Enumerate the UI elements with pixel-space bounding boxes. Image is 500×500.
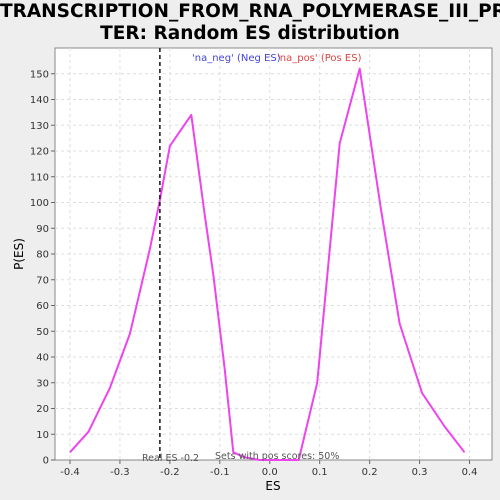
x-tick-label: 0.0 xyxy=(262,467,278,478)
x-tick-label: 0.4 xyxy=(462,467,478,478)
pos-score-annotation: Sets with pos scores: 50% xyxy=(215,451,339,462)
y-tick-label: 90 xyxy=(36,224,49,235)
chart-title: TRANSCRIPTION_FROM_RNA_POLYMERASE_III_PR… xyxy=(0,1,500,45)
y-axis-label: P(ES) xyxy=(12,238,26,270)
y-tick-label: 120 xyxy=(30,147,49,158)
x-axis-ticks: -0.4 -0.3 -0.2 -0.1 0.0 0.1 0.2 0.3 0.4 xyxy=(60,460,477,478)
x-tick-label: -0.3 xyxy=(110,467,130,478)
grid xyxy=(55,48,492,460)
y-tick-label: 80 xyxy=(36,250,49,261)
x-axis-label: ES xyxy=(265,479,280,493)
x-tick-label: 0.1 xyxy=(312,467,328,478)
legend-pos: 'na_pos' (Pos ES) xyxy=(277,53,362,64)
x-tick-label: 0.3 xyxy=(412,467,428,478)
x-tick-label: 0.2 xyxy=(362,467,378,478)
y-tick-label: 20 xyxy=(36,404,49,415)
y-axis-ticks: 0 10 20 30 40 50 60 70 80 90 100 110 120 130 140 150 xyxy=(30,69,55,467)
y-tick-label: 10 xyxy=(36,430,49,441)
y-tick-label: 70 xyxy=(36,275,49,286)
x-tick-label: -0.1 xyxy=(210,467,230,478)
chart-title-line-2: TER: Random ES distribution xyxy=(100,23,400,44)
y-tick-label: 130 xyxy=(30,121,49,132)
y-tick-label: 140 xyxy=(30,95,49,106)
x-tick-label: -0.4 xyxy=(60,467,80,478)
series-layer xyxy=(69,67,466,461)
y-tick-label: 110 xyxy=(30,172,49,183)
real-es-label: Real ES -0.2 xyxy=(142,453,199,464)
es-distribution-line xyxy=(69,67,466,461)
chart-title-line-1: TRANSCRIPTION_FROM_RNA_POLYMERASE_III_PR… xyxy=(0,1,500,22)
x-tick-label: -0.2 xyxy=(160,467,180,478)
y-tick-label: 30 xyxy=(36,378,49,389)
y-tick-label: 40 xyxy=(36,353,49,364)
y-tick-label: 60 xyxy=(36,301,49,312)
y-tick-label: 50 xyxy=(36,327,49,338)
legend-neg: 'na_neg' (Neg ES) xyxy=(192,53,281,64)
y-tick-label: 0 xyxy=(43,456,49,467)
y-tick-label: 100 xyxy=(30,198,49,209)
y-tick-label: 150 xyxy=(30,69,49,80)
